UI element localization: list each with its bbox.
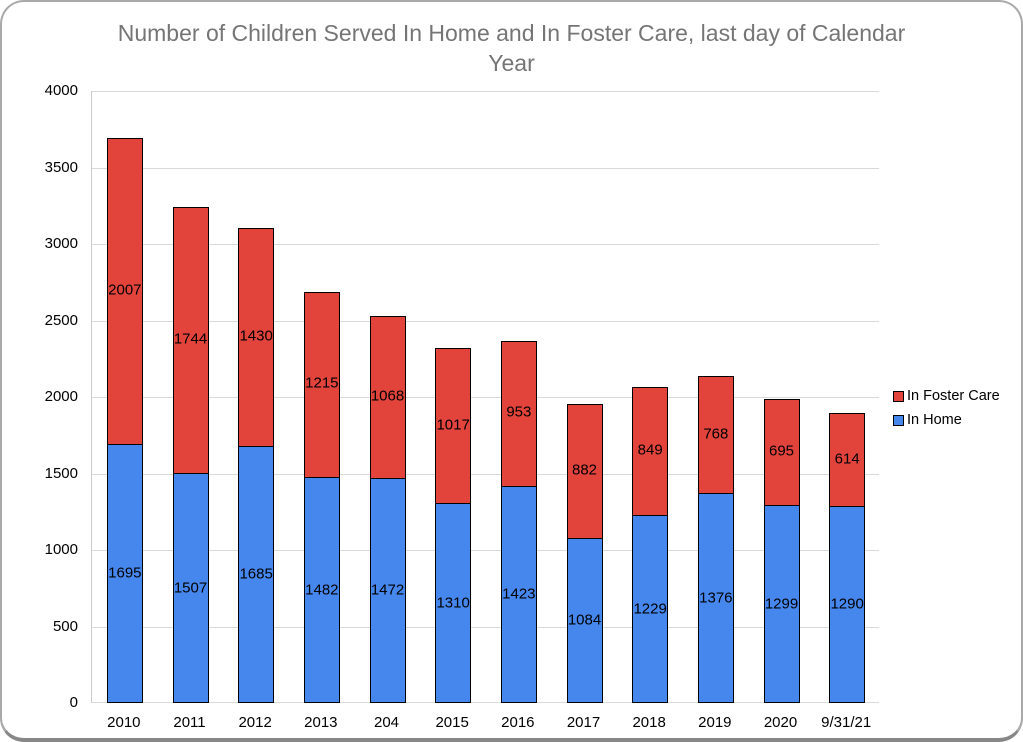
x-axis-label: 2019	[698, 714, 732, 731]
legend-swatch	[893, 390, 904, 402]
bar-segment-in-home	[238, 445, 275, 703]
bar-value-label: 1068	[370, 387, 405, 405]
gridline	[92, 397, 879, 398]
bar-segment-in-foster-care	[500, 340, 537, 487]
bar-value-label: 1744	[173, 330, 208, 348]
gridline	[92, 550, 879, 551]
y-axis-tick-label: 3000	[44, 235, 78, 252]
bar-segment-in-foster-care	[435, 348, 472, 505]
bar-value-label: 768	[703, 425, 729, 443]
bar-segment-in-foster-care	[829, 413, 866, 508]
y-axis-tick-label: 0	[69, 694, 78, 711]
y-axis-tick-label: 2000	[44, 388, 78, 405]
bar-segment-in-foster-care	[238, 227, 275, 447]
x-axis-label: 2016	[501, 714, 535, 731]
bar-segment-in-home	[566, 537, 603, 703]
x-axis-label: 2020	[763, 714, 798, 731]
gridline	[92, 320, 879, 322]
bar-segment-in-home	[106, 443, 143, 703]
y-axis-tick-label: 500	[52, 617, 78, 635]
bar-value-label: 953	[506, 403, 532, 421]
gridline	[92, 626, 879, 628]
gridline	[92, 244, 879, 245]
bar-value-label: 1290	[830, 595, 864, 613]
chart-title: Number of Children Served In Home and In…	[117, 20, 906, 76]
bar-value-label: 1482	[305, 581, 339, 599]
bar-value-label: 1017	[436, 416, 470, 434]
bar-segment-in-foster-care	[172, 207, 209, 474]
bar-segment-in-foster-care	[632, 386, 669, 517]
bar-segment-in-home	[369, 477, 406, 703]
bar-value-label: 695	[768, 442, 795, 460]
bar-value-label: 1376	[699, 589, 733, 607]
legend-item: In Home	[893, 412, 1000, 428]
x-axis-label: 204	[373, 714, 400, 731]
bar-segment-in-foster-care	[303, 291, 340, 478]
legend-label: In Foster Care	[907, 388, 1000, 404]
bar-segment-in-foster-care	[369, 315, 406, 480]
gridline	[92, 167, 879, 169]
x-axis-label: 2012	[238, 714, 272, 731]
bar-value-label: 1472	[370, 581, 405, 599]
y-axis-tick-label: 1500	[44, 464, 78, 482]
bar-segment-in-home	[763, 504, 800, 703]
bar-segment-in-foster-care	[763, 399, 800, 506]
bar-segment-in-home	[435, 502, 472, 703]
bar-value-label: 1084	[567, 611, 602, 629]
x-axis-label: 2010	[107, 714, 141, 731]
bar-value-label: 1299	[764, 595, 799, 613]
gridline	[92, 91, 879, 92]
bar-segment-in-foster-care	[566, 403, 603, 539]
bar-segment-in-home	[303, 476, 340, 703]
bar-value-label: 1229	[633, 600, 667, 618]
x-axis-label: 2011	[173, 714, 206, 731]
bar-value-label: 614	[834, 450, 860, 468]
bar-value-label: 1215	[305, 374, 339, 392]
bar-value-label: 1695	[108, 564, 142, 582]
bar-segment-in-foster-care	[697, 376, 734, 494]
bar-value-label: 1430	[239, 327, 273, 345]
bar-segment-in-home	[500, 485, 537, 703]
y-axis-tick-label: 3500	[44, 158, 78, 176]
y-axis-tick-label: 1000	[44, 541, 78, 558]
bar-value-label: 882	[571, 461, 598, 479]
bar-value-label: 2007	[108, 281, 142, 299]
bar-value-label: 849	[637, 441, 663, 459]
legend-item: In Foster Care	[893, 388, 1000, 404]
legend: In Foster Care In Home	[893, 388, 1000, 436]
bar-segment-in-home	[172, 472, 209, 703]
gridline	[92, 702, 879, 703]
x-axis-label: 9/31/21	[821, 714, 872, 731]
y-axis-tick-label: 4000	[44, 82, 78, 99]
legend-swatch	[893, 414, 904, 426]
y-axis-tick-label: 2500	[44, 311, 78, 329]
x-axis-label: 2017	[566, 714, 601, 731]
bar-value-label: 1507	[173, 579, 208, 597]
bar-segment-in-home	[697, 492, 734, 703]
bar-value-label: 1423	[502, 585, 536, 603]
legend-label: In Home	[907, 412, 962, 428]
gridline	[92, 473, 879, 475]
x-axis-label: 2013	[304, 714, 338, 731]
x-axis-label: 2015	[435, 714, 469, 731]
x-axis-label: 2018	[632, 714, 666, 731]
bar-value-label: 1310	[436, 594, 470, 612]
bar-segment-in-foster-care	[106, 138, 143, 446]
bar-value-label: 1685	[239, 565, 273, 583]
plot-area: 1695 2007 1507 1744 1685 1430 1482 1215 1472 1068…	[91, 91, 879, 703]
bar-segment-in-home	[829, 505, 866, 703]
